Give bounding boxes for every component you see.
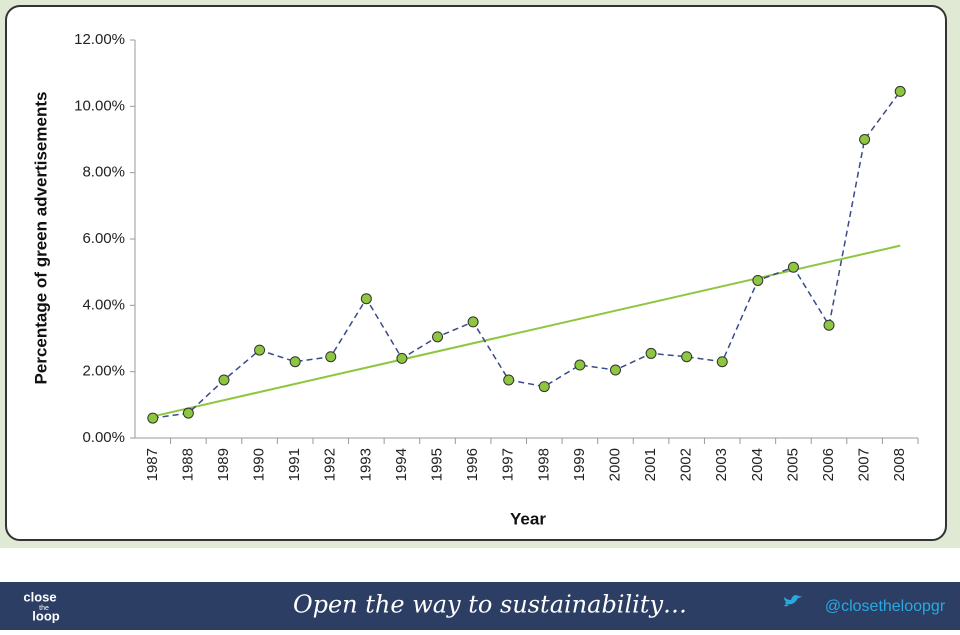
y-tick-label: 2.00% [82,363,125,380]
data-point [218,374,230,386]
data-point [894,85,906,97]
x-tick-label: 2008 [891,448,908,481]
data-point [716,356,728,368]
y-tick-label: 12.00% [74,31,125,48]
footer-band [0,582,960,630]
data-point [147,412,159,424]
x-tick-label: 2001 [642,448,659,481]
twitter-icon [784,595,802,607]
x-tick-label: 1991 [286,448,303,481]
x-tick-label: 1999 [571,448,588,481]
y-tick-label: 8.00% [82,164,125,181]
x-tick-label: 2006 [820,448,837,481]
tagline: Open the way to sustainability… [293,591,687,619]
x-tick-label: 1996 [464,448,481,481]
data-point [645,347,657,359]
data-point [467,316,479,328]
x-tick-label: 2000 [606,448,623,481]
chart-frame [5,5,947,541]
y-tick-label: 0.00% [82,429,125,446]
x-tick-label: 1997 [500,448,517,481]
y-axis-label: Percentage of green advertisements [31,92,50,385]
x-tick-label: 1992 [322,448,339,481]
data-point [432,331,444,343]
data-point [360,293,372,305]
x-tick-label: 2005 [784,448,801,481]
x-tick-label: 1989 [215,448,232,481]
y-tick-label: 10.00% [74,97,125,114]
logo-mid: the [39,605,49,612]
data-point [787,261,799,273]
data-point [503,374,515,386]
y-tick-label: 6.00% [82,230,125,247]
handle: @closetheloopgr [825,598,946,615]
data-point [182,407,194,419]
data-point [609,364,621,376]
data-point [538,381,550,393]
data-point [289,356,301,368]
series-line [152,90,901,419]
data-point [254,344,266,356]
y-tick-label: 4.00% [82,296,125,313]
x-tick-label: 1990 [251,448,268,481]
x-tick-label: 1998 [535,448,552,481]
x-tick-label: 1994 [393,448,410,481]
x-tick-label: 1995 [428,448,445,481]
data-point [859,134,871,145]
x-tick-label: 2003 [713,448,730,481]
x-axis-label: Year [510,509,546,528]
x-tick-label: 1993 [357,448,374,481]
data-point [574,359,586,371]
logo-top: close [23,589,56,604]
data-point [396,352,408,364]
x-tick-label: 2004 [749,448,766,481]
data-point [681,351,693,363]
data-point [823,319,835,331]
data-point [325,351,337,363]
x-tick-label: 2007 [856,448,873,481]
x-tick-label: 2002 [678,448,695,481]
logo-bottom: loop [32,608,59,623]
data-point [752,274,764,286]
x-tick-label: 1988 [179,448,196,481]
plot: 0.00% 2.00% 4.00% 6.00% 8.00% 10.00% 12.00% 198… [74,31,919,481]
x-tick-label: 1987 [144,448,161,481]
